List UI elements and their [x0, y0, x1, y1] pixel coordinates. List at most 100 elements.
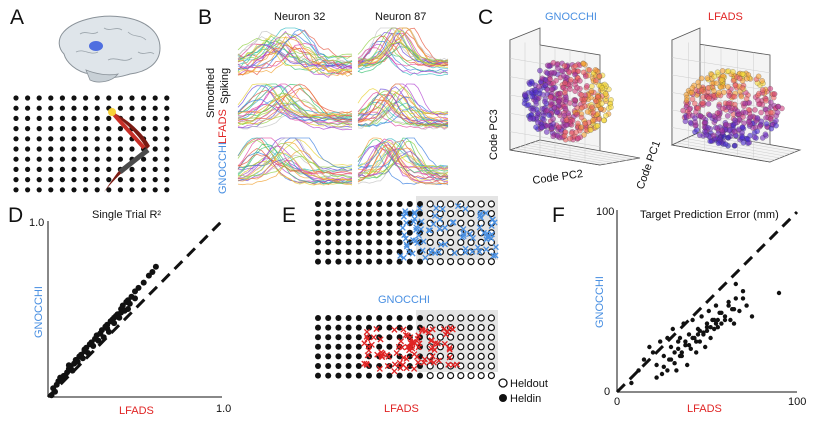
- pca-point: [731, 128, 738, 135]
- electrode-dot: [164, 187, 170, 193]
- pca-point: [763, 121, 770, 127]
- electrode-dot: [48, 187, 54, 193]
- pca-point: [592, 67, 599, 73]
- electrode-dot: [25, 146, 31, 152]
- electrode-dot: [106, 146, 112, 152]
- electrode-dot: [48, 166, 54, 172]
- pca-point: [547, 76, 553, 82]
- electrode-dot: [48, 126, 54, 132]
- pca-point: [705, 101, 712, 107]
- electrode-dot: [117, 105, 123, 111]
- electrode-dot: [94, 187, 100, 193]
- electrode-dot: [152, 177, 158, 183]
- neuron-trace: [357, 35, 449, 67]
- electrode-dot: [71, 95, 77, 101]
- electrode-heldin: [366, 229, 372, 236]
- electrode-heldin: [335, 239, 342, 246]
- electrode-dot: [83, 115, 89, 121]
- electrode-dot: [117, 136, 123, 142]
- pca-point: [732, 117, 738, 123]
- panel-e-label-gnocchi: GNOCCHI: [378, 294, 430, 306]
- electrode-dot: [59, 136, 65, 142]
- scatter-point: [95, 337, 102, 344]
- electrode-heldin: [355, 343, 362, 350]
- pca-point: [684, 97, 690, 104]
- scatter-point: [686, 332, 692, 337]
- pca-point: [572, 101, 578, 108]
- neuron-trace: [357, 40, 449, 73]
- neuron-trace: [357, 40, 449, 67]
- electrode-heldin: [325, 249, 332, 255]
- electrode-dot: [152, 95, 158, 101]
- prediction-marker: [402, 235, 409, 242]
- electrode-heldin: [345, 363, 352, 369]
- pca-point: [725, 84, 731, 90]
- neuron-trace: [357, 99, 449, 127]
- pca-point: [525, 102, 532, 108]
- electrode-heldin: [386, 363, 393, 369]
- pca-point: [577, 78, 583, 84]
- electrode-dot: [71, 166, 77, 172]
- neuron-trace: [357, 138, 449, 173]
- prediction-marker: [433, 205, 440, 212]
- electrode-heldout: [467, 219, 475, 227]
- pca-point: [562, 133, 568, 139]
- pca-point: [593, 77, 599, 84]
- pca-point: [533, 98, 539, 105]
- pca-point: [563, 98, 569, 105]
- pca-point: [768, 125, 775, 132]
- pca-point: [710, 132, 717, 139]
- electrode-heldin: [386, 343, 393, 350]
- electrode-heldin: [355, 258, 362, 265]
- neuron-trace: [237, 154, 353, 179]
- pca-point: [550, 60, 557, 66]
- electrode-heldin: [386, 229, 393, 236]
- pca-point: [539, 124, 545, 131]
- electrode-heldin: [355, 210, 362, 217]
- electrode-heldin: [345, 210, 352, 217]
- neuron-trace: [237, 89, 353, 118]
- neuron-trace: [357, 30, 449, 68]
- neuron-trace: [237, 93, 353, 126]
- electrode-heldin: [345, 229, 352, 236]
- electrode-heldin: [345, 372, 352, 379]
- scatter-point: [690, 335, 695, 341]
- pca-point: [583, 73, 589, 80]
- scatter-point: [726, 299, 731, 305]
- electrode-dot: [152, 115, 158, 121]
- neuron-trace: [237, 83, 353, 122]
- prediction-marker: [430, 220, 437, 228]
- scatter-point: [733, 296, 738, 301]
- pca-point: [596, 73, 603, 79]
- electrode-heldin: [396, 315, 403, 321]
- electrode-heldin: [315, 324, 321, 331]
- electrode-heldin: [345, 315, 352, 321]
- electrode-dot: [25, 187, 31, 193]
- pca-point: [719, 77, 725, 83]
- electrode-heldin: [406, 372, 413, 379]
- prediction-marker: [403, 355, 410, 362]
- prediction-marker: [397, 365, 404, 372]
- prediction-marker: [446, 344, 453, 352]
- electrode-heldin: [376, 324, 383, 331]
- prediction-marker: [400, 213, 407, 220]
- electrode-heldout: [457, 343, 465, 351]
- pca-point: [548, 99, 554, 106]
- neuron-trace: [357, 137, 449, 170]
- scatter-point: [152, 263, 159, 270]
- chart-f-xtick-0: 0: [614, 396, 620, 408]
- neuron-trace: [357, 46, 449, 67]
- prediction-marker: [431, 212, 439, 219]
- pca-point: [593, 98, 599, 104]
- electrode-heldin: [335, 249, 342, 255]
- scatter-point: [749, 314, 755, 319]
- electrode-heldin: [345, 239, 352, 246]
- electrode-dot: [164, 115, 170, 121]
- electrode-heldout: [457, 248, 465, 256]
- scatter-point: [703, 344, 708, 350]
- prediction-marker: [363, 361, 371, 369]
- scatter-point: [713, 321, 719, 326]
- scatter-point: [681, 321, 686, 326]
- electrode-heldin: [315, 353, 321, 360]
- electrode-dot: [117, 95, 123, 101]
